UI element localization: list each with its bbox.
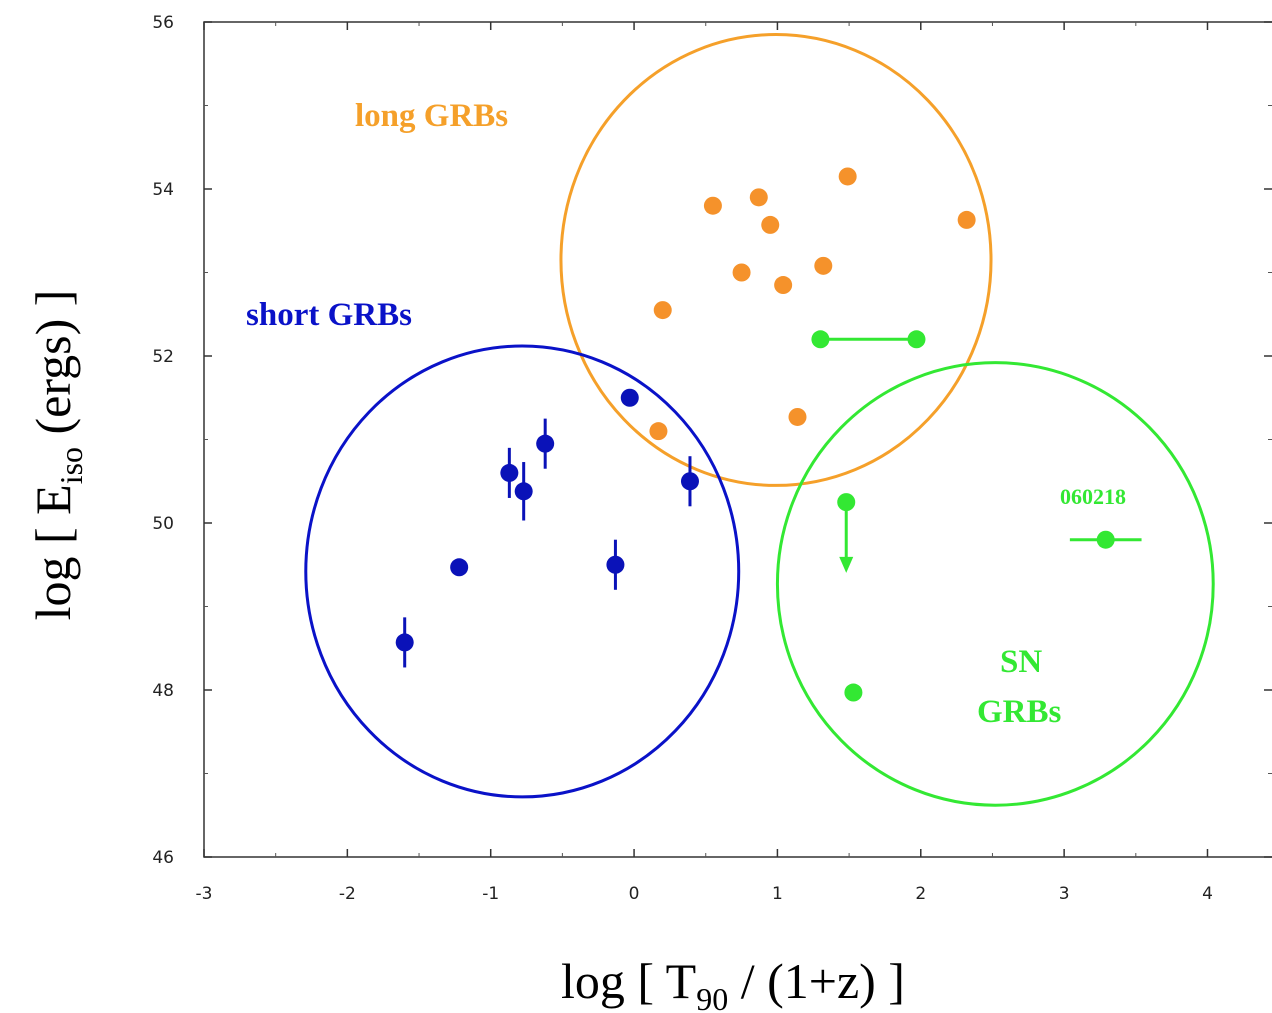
- short-grbs-point-5: [606, 555, 625, 574]
- region-short-grbs: [304, 344, 741, 799]
- label-long-grbs: long GRBs: [355, 98, 508, 134]
- long-grbs-point-3: [749, 188, 768, 207]
- label-060218: 060218: [1060, 484, 1126, 509]
- plot-border: [203, 21, 1272, 858]
- sn-grbs-limit-arrow-1: [839, 556, 854, 573]
- long-grbs-point-9: [649, 422, 668, 441]
- y-tick-label-2: 50: [152, 514, 174, 534]
- x-tick-label-3: 0: [629, 884, 640, 904]
- long-grbs-point-5: [774, 276, 793, 295]
- sn-grbs-point-3: [1096, 530, 1115, 549]
- x-tick-label-2: -1: [482, 884, 499, 904]
- short-grbs-point-7: [680, 472, 699, 491]
- axis-ticks: -3 -2 -1 0 1 2 3 4 46 48 50 52 54 56: [152, 13, 1272, 904]
- short-grbs-point-2: [500, 463, 519, 482]
- x-tick-label-0: -3: [196, 884, 213, 904]
- sn-grbs-point-0-end: [907, 330, 926, 349]
- y-tick-label-0: 46: [152, 848, 174, 868]
- label-short-grbs: short GRBs: [246, 297, 412, 333]
- y-tick-label-5: 56: [152, 13, 174, 33]
- short-grbs-point-4: [536, 434, 555, 453]
- long-grbs-point-8: [957, 210, 976, 229]
- plot-frame: [203, 21, 1272, 858]
- data-marks: [395, 167, 1142, 702]
- short-grbs-point-3: [514, 482, 533, 501]
- sn-grbs-point-0: [811, 330, 830, 349]
- x-tick-label-1: -2: [339, 884, 356, 904]
- x-tick-label-6: 3: [1059, 884, 1070, 904]
- x-tick-label-7: 4: [1202, 884, 1213, 904]
- sn-grbs-point-1: [837, 493, 856, 512]
- long-grbs-point-0: [653, 301, 672, 320]
- sn-grbs-point-2: [844, 683, 863, 702]
- short-grbs-point-0: [395, 633, 414, 652]
- group-regions: [304, 33, 1215, 807]
- label-sn-grbs: GRBs: [977, 694, 1062, 730]
- long-grbs-point-1: [703, 196, 722, 215]
- region-long-grbs: [559, 33, 993, 487]
- y-axis-title: log [ Eiso (ergs) ]: [25, 290, 89, 621]
- x-axis-title: log [ T90 / (1+z) ]: [561, 953, 905, 1013]
- y-tick-label-1: 48: [152, 681, 174, 701]
- long-grbs-point-4: [761, 215, 780, 234]
- region-sn-grbs: [775, 361, 1215, 807]
- long-grbs-point-7: [838, 167, 857, 186]
- label-sn: SN: [1000, 644, 1042, 680]
- short-grbs-point-6: [620, 388, 639, 407]
- long-grbs-point-10: [788, 407, 807, 426]
- long-grbs-point-2: [732, 263, 751, 282]
- long-grbs-point-6: [814, 256, 833, 275]
- y-tick-label-4: 54: [152, 180, 174, 200]
- y-tick-label-3: 52: [152, 347, 174, 367]
- x-tick-label-5: 2: [915, 884, 926, 904]
- x-tick-label-4: 1: [772, 884, 783, 904]
- short-grbs-point-1: [450, 558, 469, 577]
